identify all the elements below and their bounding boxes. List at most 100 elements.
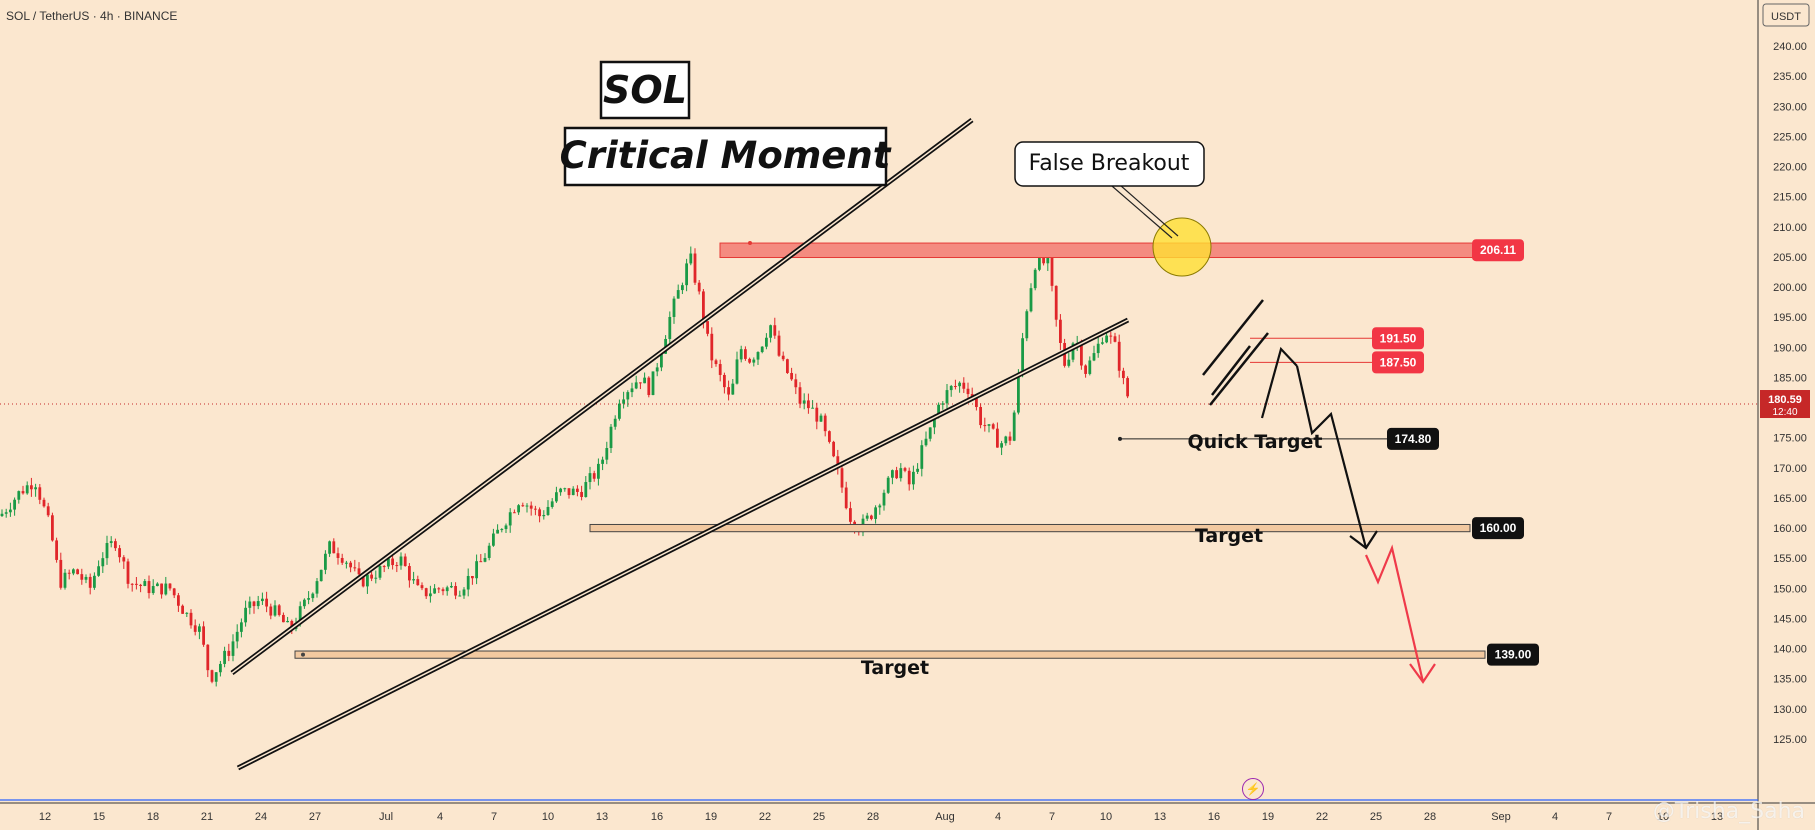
candle-body: [844, 487, 848, 509]
candle-body: [105, 543, 109, 559]
candle-body: [72, 569, 75, 574]
candle-body: [849, 508, 852, 522]
current-price-box: [1760, 390, 1810, 419]
candle-body: [987, 424, 991, 426]
candle-body: [655, 367, 659, 372]
title-box-main: [599, 60, 691, 120]
x-tick-label: 7: [1606, 811, 1612, 823]
x-tick-label: 12: [39, 811, 51, 823]
x-tick-label: 27: [309, 811, 321, 823]
candle-body: [912, 471, 915, 485]
candle-body: [660, 353, 663, 368]
y-tick-label: 215.00: [1773, 192, 1807, 204]
candle-body: [198, 626, 201, 632]
level-label-160-box: [1472, 517, 1524, 540]
candle-body: [609, 426, 613, 449]
candle-body: [538, 509, 541, 517]
candle-body: [693, 253, 697, 283]
candle-body: [273, 605, 277, 616]
y-tick-label: 125.00: [1773, 734, 1807, 746]
candle-body: [1008, 436, 1012, 441]
candle-body: [450, 586, 453, 588]
level-label-206-box: [1472, 239, 1524, 262]
candle-body: [1017, 372, 1020, 413]
candle-body: [571, 488, 575, 496]
lightning-icon[interactable]: ⚡: [1242, 778, 1264, 800]
candle-body: [0, 513, 4, 517]
candle-body: [618, 403, 621, 419]
y-tick-label: 235.00: [1773, 71, 1807, 83]
candle-body: [584, 482, 588, 497]
level-label-191-box: [1372, 327, 1424, 350]
candle-body: [899, 468, 903, 479]
candle-body: [697, 282, 701, 292]
candle-body: [324, 553, 327, 570]
y-tick-label: 190.00: [1773, 342, 1807, 354]
lower-channel-line-inner: [237, 319, 1129, 769]
title-box-sub: [563, 126, 888, 187]
candle-body: [739, 349, 743, 360]
resistance-zone: [719, 242, 1477, 259]
candle-body: [9, 509, 12, 513]
level-label-187: 187.50: [1380, 355, 1417, 369]
candle-body: [681, 285, 684, 291]
candle-body: [42, 499, 46, 507]
candle-body: [269, 606, 273, 616]
candle-body: [315, 581, 319, 594]
candle-body: [639, 382, 642, 384]
x-tick-label: 10: [1100, 811, 1112, 823]
zones-layer: [0, 241, 1758, 659]
x-tick-label: 25: [1370, 811, 1382, 823]
candle-body: [168, 583, 172, 589]
candle-body: [483, 557, 487, 562]
annotation-quick-target: Quick Target: [1188, 431, 1323, 453]
candle-body: [252, 601, 256, 607]
callout-box: [1014, 141, 1205, 187]
candle-body: [1117, 341, 1121, 371]
candle-body: [836, 456, 840, 469]
y-tick-label: 160.00: [1773, 523, 1807, 535]
candle-body: [937, 404, 940, 418]
candle-body: [672, 298, 676, 317]
candle-body: [235, 631, 239, 642]
candle-body: [874, 507, 877, 519]
candle-body: [760, 346, 764, 353]
candle-body: [546, 506, 550, 515]
candle-body: [160, 583, 163, 595]
callout-false-breakout: False Breakout: [1029, 151, 1190, 176]
candle-body: [542, 514, 546, 517]
candle-body: [496, 529, 499, 534]
candle-body: [185, 612, 189, 614]
candle-body: [962, 382, 966, 389]
candle-body: [59, 559, 63, 588]
candle-body: [1101, 342, 1104, 344]
candle-body: [588, 473, 592, 483]
candle-body: [613, 418, 617, 427]
symbol-header: SOL / TetherUS · 4h · BINANCE: [6, 9, 178, 23]
candle-body: [303, 599, 306, 607]
candle-body: [265, 598, 268, 607]
candle-body: [256, 601, 260, 607]
candle-body: [668, 316, 672, 339]
candle-body: [93, 575, 96, 588]
candle-body: [1096, 343, 1100, 354]
candle-body: [903, 468, 907, 471]
candle-body: [991, 424, 995, 429]
candle-body: [500, 529, 504, 531]
candle-body: [534, 508, 537, 510]
candle-body: [891, 470, 894, 478]
candle-body: [244, 607, 247, 623]
bar-countdown-label: 12:40: [1772, 407, 1797, 418]
candle-body: [819, 415, 823, 422]
candle-body: [374, 577, 378, 579]
candle-body: [508, 512, 512, 526]
x-tick-label: 18: [147, 811, 159, 823]
candle-body: [76, 569, 79, 575]
candle-body: [1084, 365, 1087, 374]
y-tick-label: 230.00: [1773, 101, 1807, 113]
x-tick-label: 22: [759, 811, 771, 823]
candle-body: [954, 385, 957, 387]
candle-body: [941, 403, 945, 405]
